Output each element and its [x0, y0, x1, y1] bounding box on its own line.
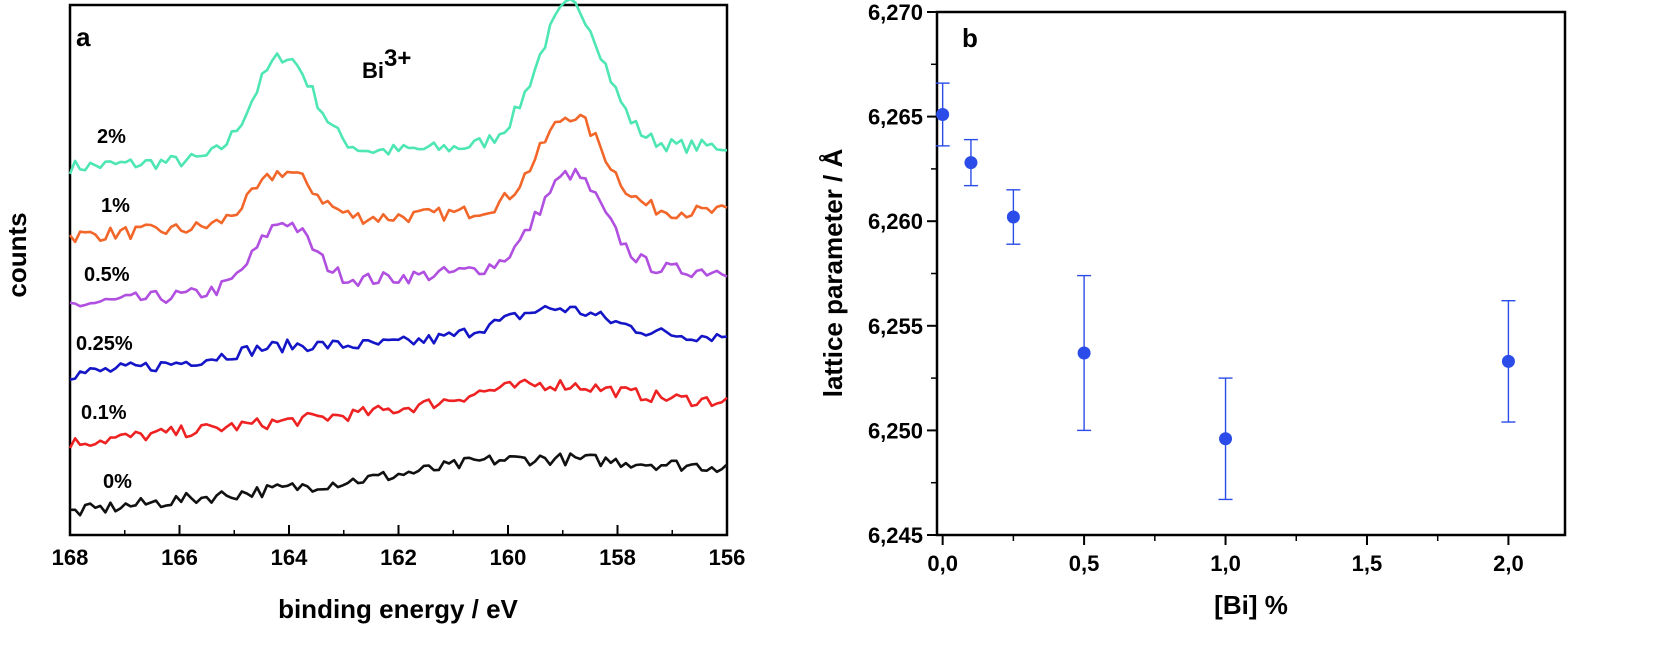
panel-a-xtick-label: 162 — [380, 545, 417, 570]
trace-label: 0.1% — [81, 402, 127, 424]
data-point — [1219, 432, 1233, 446]
panel-b-xtick-label: 2,0 — [1493, 551, 1524, 576]
data-point — [1077, 346, 1091, 360]
panel-a: a Bi3+ 168 166 164 162 160 158 156 2% 1% 0.5% 0.2… — [2, 0, 745, 624]
panel-b-letter: b — [962, 23, 978, 53]
panel-b-xlabel: [Bi] % — [1214, 590, 1288, 620]
panel-b-ytick-label: 6,255 — [868, 314, 923, 339]
panel-b-xtick-label: 1,0 — [1210, 551, 1241, 576]
trace-label: 0% — [103, 471, 132, 493]
trace-label: 2% — [97, 126, 126, 148]
panel-b-xtick-label: 0,0 — [927, 551, 958, 576]
trace-line — [68, 0, 728, 175]
panel-a-xtick-label: 160 — [490, 545, 527, 570]
panel-b-ytick-label: 6,270 — [868, 0, 923, 25]
panel-a-xlabel: binding energy / eV — [278, 594, 518, 624]
panel-b-points — [935, 82, 1516, 501]
panel-b: b 0,0 0,5 1,0 1,5 2,0 6,245 6,250 6,255 6,260 6,2… — [818, 0, 1567, 620]
panel-b-ylabel: lattice parameter / Å — [818, 149, 848, 398]
bi3-annotation: Bi3+ — [362, 45, 411, 83]
data-point — [1501, 354, 1515, 368]
trace-line — [68, 113, 728, 244]
panel-a-xtick-label: 164 — [271, 545, 308, 570]
trace-line — [68, 378, 728, 449]
trace-line — [69, 167, 728, 308]
panel-a-ylabel: counts — [2, 212, 32, 297]
trace-line — [69, 304, 728, 381]
panel-a-letter: a — [76, 22, 91, 52]
panel-a-xtick-label: 168 — [52, 545, 89, 570]
trace-line — [70, 452, 728, 517]
trace-label: 0.25% — [76, 333, 133, 355]
panel-a-xtick-label: 166 — [161, 545, 198, 570]
panel-b-ytick-label: 6,265 — [868, 105, 923, 130]
data-point — [964, 156, 978, 170]
panel-a-xtick-label: 156 — [709, 545, 746, 570]
panel-b-xtick-label: 0,5 — [1069, 551, 1100, 576]
data-point — [936, 108, 950, 122]
panel-b-ytick-label: 6,260 — [868, 209, 923, 234]
trace-label: 1% — [101, 195, 130, 217]
panel-b-ticks: 0,0 0,5 1,0 1,5 2,0 6,245 6,250 6,255 6,260 6,265… — [868, 0, 1524, 576]
data-point — [1006, 210, 1020, 224]
panel-a-traces — [68, 0, 728, 517]
panel-a-xtick-label: 158 — [599, 545, 636, 570]
trace-label: 0.5% — [84, 264, 130, 286]
panel-b-xtick-label: 1,5 — [1352, 551, 1383, 576]
panel-b-frame — [935, 10, 1567, 537]
panel-a-ticks: 168 166 164 162 160 158 156 — [52, 525, 746, 570]
panel-a-frame — [68, 3, 729, 537]
panel-b-ytick-label: 6,250 — [868, 418, 923, 443]
panel-a-trace-labels: 2% 1% 0.5% 0.25% 0.1% 0% — [76, 126, 133, 493]
panel-b-ytick-label: 6,245 — [868, 523, 923, 548]
